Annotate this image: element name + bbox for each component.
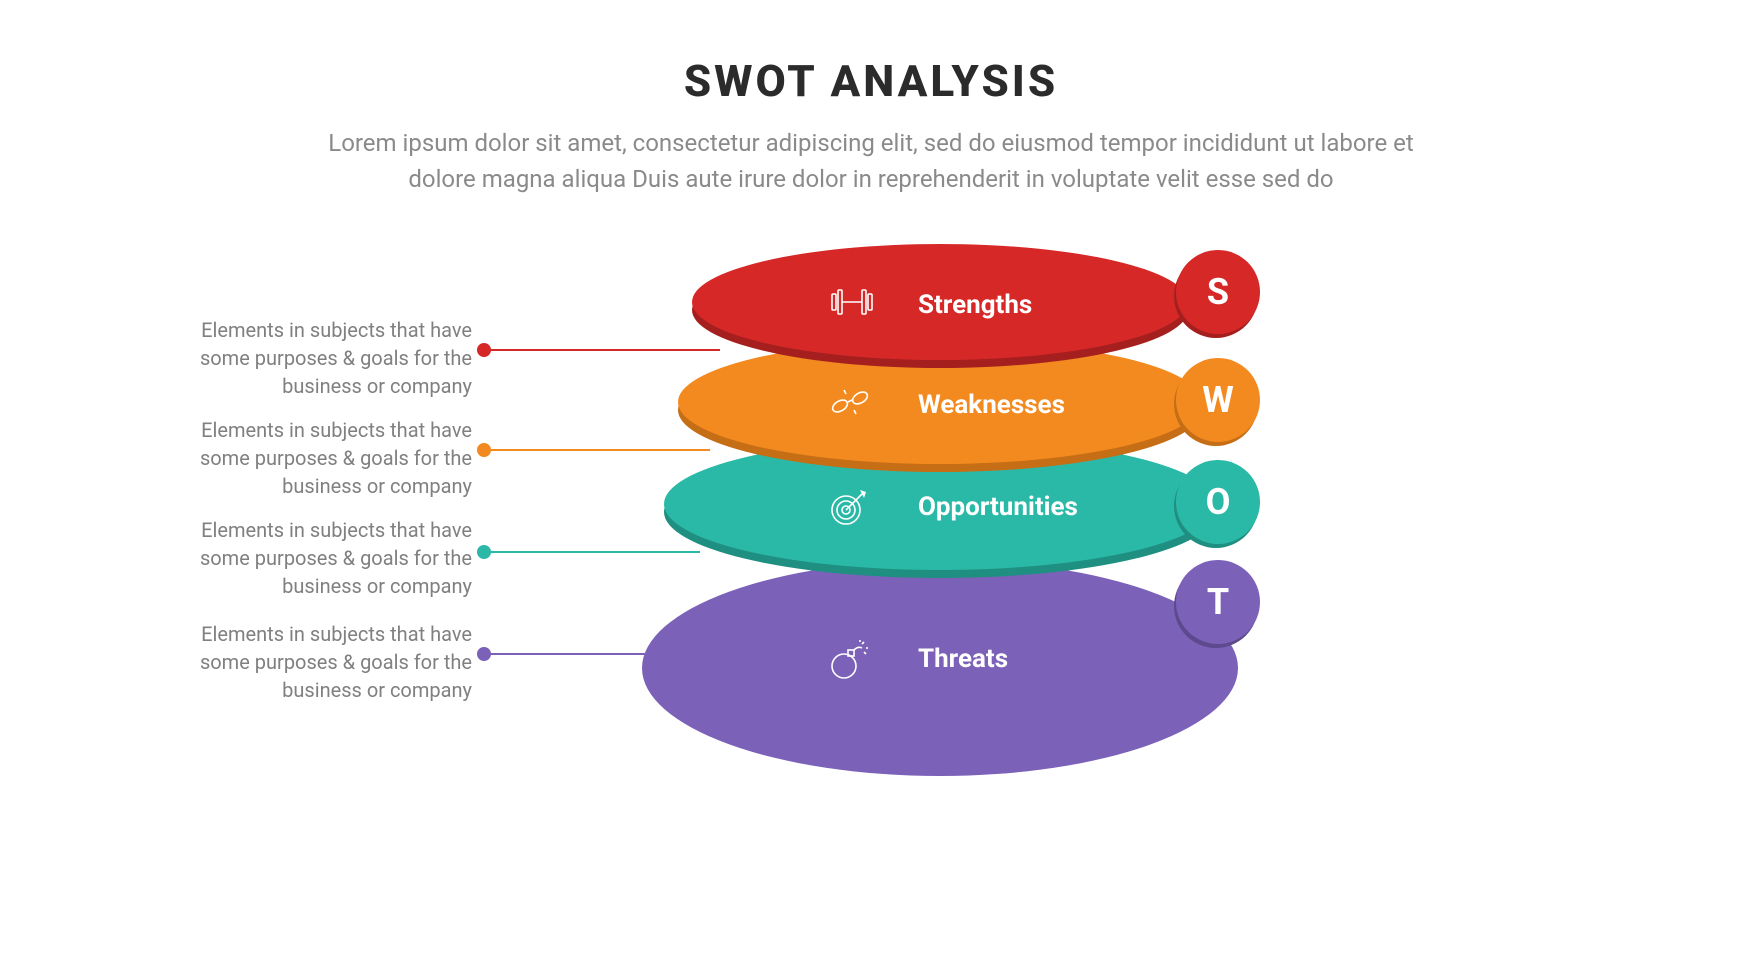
connector-line <box>484 349 720 351</box>
swot-desc-o: Elements in subjects that have some purp… <box>172 516 472 600</box>
swot-label-s: Strengths <box>918 290 1032 320</box>
connector-line <box>484 449 710 451</box>
dumbbell-icon <box>826 284 878 324</box>
swot-label-o: Opportunities <box>918 492 1078 522</box>
swot-desc-t: Elements in subjects that have some purp… <box>172 620 472 704</box>
connector-line <box>484 551 700 553</box>
target-icon <box>826 486 870 534</box>
broken-chain-icon <box>826 384 874 424</box>
connector-line <box>484 653 680 655</box>
swot-diagram: S Strengths Elements in subjects that have… <box>0 0 1742 980</box>
swot-label-t: Threats <box>918 644 1008 674</box>
swot-desc-s: Elements in subjects that have some purp… <box>172 316 472 400</box>
letter-badge-w: W <box>1176 358 1260 442</box>
letter-badge-o: O <box>1176 460 1260 544</box>
bomb-icon <box>826 638 870 686</box>
swot-label-w: Weaknesses <box>918 390 1065 420</box>
letter-badge-t: T <box>1176 560 1260 644</box>
letter-badge-s: S <box>1176 250 1260 334</box>
swot-desc-w: Elements in subjects that have some purp… <box>172 416 472 500</box>
